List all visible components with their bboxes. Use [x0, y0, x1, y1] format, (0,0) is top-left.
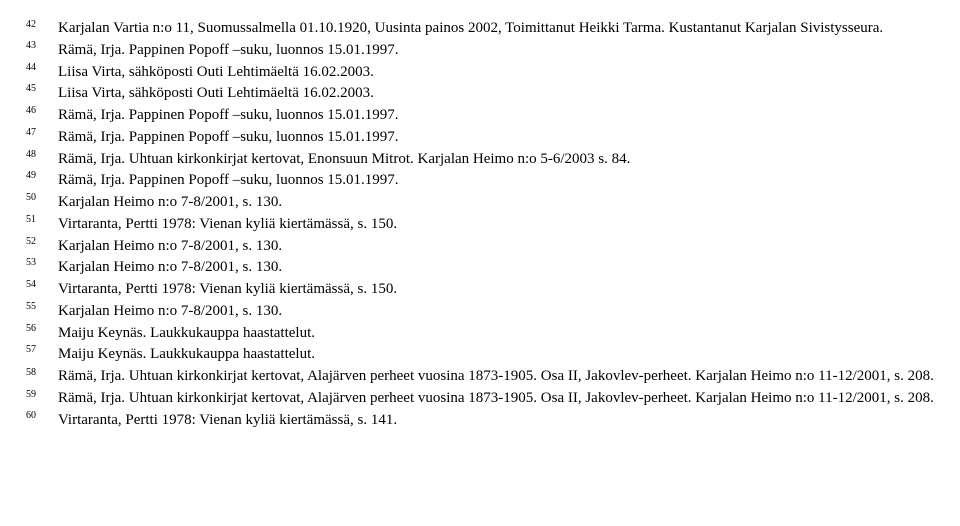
footnote-text: Rämä, Irja. Uhtuan kirkonkirjat kertovat… — [58, 390, 934, 406]
footnote-text: Rämä, Irja. Pappinen Popoff –suku, luonn… — [58, 172, 399, 188]
footnote-item: 52 Karjalan Heimo n:o 7-8/2001, s. 130. — [26, 236, 934, 258]
footnote-number: 45 — [26, 82, 36, 97]
footnote-item: 42Karjalan Vartia n:o 11, Suomussalmella… — [26, 18, 934, 40]
footnote-item: 44 Liisa Virta, sähköposti Outi Lehtimäel… — [26, 62, 934, 84]
footnote-text: Karjalan Heimo n:o 7-8/2001, s. 130. — [58, 303, 282, 319]
footnote-number: 47 — [26, 126, 36, 141]
footnote-text: Karjalan Heimo n:o 7-8/2001, s. 130. — [58, 238, 282, 254]
footnote-text: Liisa Virta, sähköposti Outi Lehtimäeltä… — [58, 85, 374, 101]
footnote-text: Rämä, Irja. Uhtuan kirkonkirjat kertovat… — [58, 151, 630, 167]
footnote-text: Virtaranta, Pertti 1978: Vienan kyliä ki… — [58, 216, 397, 232]
footnote-number: 49 — [26, 169, 36, 184]
footnote-text: Karjalan Vartia n:o 11, Suomussalmella 0… — [58, 20, 883, 36]
footnote-number: 55 — [26, 300, 36, 315]
footnote-number: 53 — [26, 256, 36, 271]
footnote-number: 56 — [26, 322, 36, 337]
footnote-text: Karjalan Heimo n:o 7-8/2001, s. 130. — [58, 194, 282, 210]
footnote-item: 51 Virtaranta, Pertti 1978: Vienan kyliä … — [26, 214, 934, 236]
footnote-number: 46 — [26, 104, 36, 119]
footnote-item: 45 Liisa Virta, sähköposti Outi Lehtimäel… — [26, 83, 934, 105]
footnote-number: 44 — [26, 61, 36, 76]
footnote-text: Rämä, Irja. Pappinen Popoff –suku, luonn… — [58, 42, 399, 58]
footnote-list: 42Karjalan Vartia n:o 11, Suomussalmella… — [26, 18, 934, 431]
footnote-text: Maiju Keynäs. Laukkukauppa haastattelut. — [58, 346, 315, 362]
footnote-item: 53 Karjalan Heimo n:o 7-8/2001, s. 130. — [26, 257, 934, 279]
footnote-item: 43 Rämä, Irja. Pappinen Popoff –suku, luo… — [26, 40, 934, 62]
footnote-text: Maiju Keynäs. Laukkukauppa haastattelut. — [58, 325, 315, 341]
footnote-item: 58Rämä, Irja. Uhtuan kirkonkirjat kertov… — [26, 366, 934, 388]
footnote-text: Karjalan Heimo n:o 7-8/2001, s. 130. — [58, 259, 282, 275]
footnote-item: 55 Karjalan Heimo n:o 7-8/2001, s. 130. — [26, 301, 934, 323]
footnote-text: Virtaranta, Pertti 1978: Vienan kyliä ki… — [58, 412, 397, 428]
footnote-text: Rämä, Irja. Pappinen Popoff –suku, luonn… — [58, 129, 399, 145]
footnote-item: 54 Virtaranta, Pertti 1978: Vienan kyliä … — [26, 279, 934, 301]
footnote-number: 54 — [26, 278, 36, 293]
footnote-item: 60 Virtaranta, Pertti 1978: Vienan kyliä … — [26, 410, 934, 432]
footnote-item: 46 Rämä, Irja. Pappinen Popoff –suku, luo… — [26, 105, 934, 127]
footnote-number: 57 — [26, 343, 36, 358]
footnote-number: 50 — [26, 191, 36, 206]
footnote-number: 48 — [26, 148, 36, 163]
footnote-item: 47 Rämä, Irja. Pappinen Popoff –suku, luo… — [26, 127, 934, 149]
footnote-number: 43 — [26, 39, 36, 54]
footnote-item: 48 Rämä, Irja. Uhtuan kirkonkirjat kertov… — [26, 149, 934, 171]
footnote-text: Rämä, Irja. Uhtuan kirkonkirjat kertovat… — [58, 368, 934, 384]
footnote-item: 56 Maiju Keynäs. Laukkukauppa haastattelu… — [26, 323, 934, 345]
footnote-item: 59Rämä, Irja. Uhtuan kirkonkirjat kertov… — [26, 388, 934, 410]
footnote-text: Rämä, Irja. Pappinen Popoff –suku, luonn… — [58, 107, 399, 123]
footnote-number: 51 — [26, 213, 36, 228]
footnote-number: 60 — [26, 409, 36, 424]
footnote-text: Virtaranta, Pertti 1978: Vienan kyliä ki… — [58, 281, 397, 297]
footnote-number: 52 — [26, 235, 36, 250]
footnote-item: 50 Karjalan Heimo n:o 7-8/2001, s. 130. — [26, 192, 934, 214]
footnote-item: 49 Rämä, Irja. Pappinen Popoff –suku, luo… — [26, 170, 934, 192]
footnote-item: 57 Maiju Keynäs. Laukkukauppa haastattelu… — [26, 344, 934, 366]
footnote-text: Liisa Virta, sähköposti Outi Lehtimäeltä… — [58, 64, 374, 80]
